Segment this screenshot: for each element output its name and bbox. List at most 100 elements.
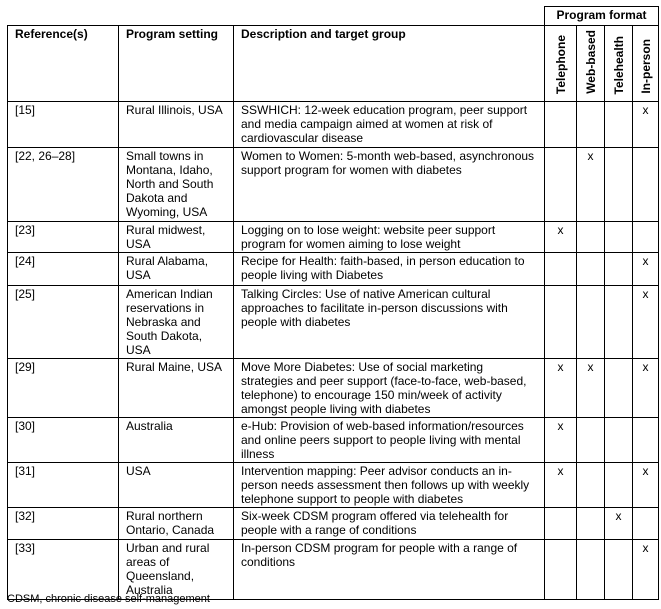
program-format-header: Program format	[544, 6, 659, 26]
reference-cell: [23]	[7, 221, 119, 253]
web-based-cell	[576, 462, 605, 508]
web-based-cell	[576, 252, 605, 286]
reference-cell: [15]	[7, 101, 119, 148]
reference-cell: [33]	[7, 539, 119, 600]
program-table: Program format Reference(s) Program sett…	[7, 6, 659, 600]
web-based-cell: x	[576, 358, 605, 418]
col-header-in-person: In-person	[632, 25, 659, 102]
description-cell: SSWHICH: 12-week education program, peer…	[233, 101, 545, 148]
format-mark: x	[557, 360, 564, 374]
in-person-cell: x	[632, 539, 659, 600]
setting-cell: American Indian reservations in Nebraska…	[118, 285, 234, 359]
setting-cell: Australia	[118, 417, 234, 463]
format-mark: x	[642, 103, 649, 117]
telephone-cell	[544, 101, 577, 148]
telehealth-cell	[604, 539, 633, 600]
reference-cell: [25]	[7, 285, 119, 359]
in-person-cell	[632, 507, 659, 540]
footnote: CDSM, chronic disease self-management	[7, 593, 210, 605]
setting-cell: Rural northern Ontario, Canada	[118, 507, 234, 540]
table-row: [24] Rural Alabama, USA Recipe for Health:…	[7, 252, 659, 286]
format-mark: x	[557, 464, 564, 478]
web-based-cell	[576, 285, 605, 359]
reference-cell: [30]	[7, 417, 119, 463]
format-mark: x	[642, 541, 649, 555]
reference-cell: [32]	[7, 507, 119, 540]
col-header-telephone: Telephone	[544, 25, 577, 102]
setting-cell: Small towns in Montana, Idaho, North and…	[118, 147, 234, 222]
format-mark: x	[642, 287, 649, 301]
in-person-cell	[632, 221, 659, 253]
reference-cell: [24]	[7, 252, 119, 286]
setting-cell: Urban and rural areas of Queensland, Aus…	[118, 539, 234, 600]
table-row: [15] Rural Illinois, USA SSWHICH: 12-week …	[7, 101, 659, 148]
telehealth-cell	[604, 358, 633, 418]
telephone-cell: x	[544, 462, 577, 508]
web-based-cell	[576, 101, 605, 148]
in-person-cell: x	[632, 462, 659, 508]
format-mark: x	[642, 464, 649, 478]
description-cell: Talking Circles: Use of native American …	[233, 285, 545, 359]
table-row: [23] Rural midwest, USA Logging on to lose…	[7, 221, 659, 253]
telehealth-cell	[604, 221, 633, 253]
in-person-cell: x	[632, 285, 659, 359]
web-based-cell	[576, 507, 605, 540]
description-cell: e-Hub: Provision of web-based informatio…	[233, 417, 545, 463]
format-mark: x	[642, 254, 649, 268]
telephone-cell	[544, 252, 577, 286]
web-based-cell	[576, 417, 605, 463]
web-based-cell	[576, 539, 605, 600]
table-row: [30] Australia e-Hub: Provision of web-bas…	[7, 417, 659, 463]
format-mark: x	[615, 509, 622, 523]
setting-cell: Rural Maine, USA	[118, 358, 234, 418]
format-mark: x	[642, 360, 649, 374]
telehealth-cell	[604, 417, 633, 463]
col-header-references: Reference(s)	[7, 25, 119, 102]
telehealth-cell	[604, 252, 633, 286]
description-cell: Recipe for Health: faith-based, in perso…	[233, 252, 545, 286]
description-cell: In-person CDSM program for people with a…	[233, 539, 545, 600]
in-person-cell	[632, 417, 659, 463]
telehealth-cell	[604, 101, 633, 148]
setting-cell: Rural Illinois, USA	[118, 101, 234, 148]
telephone-cell	[544, 285, 577, 359]
setting-cell: USA	[118, 462, 234, 508]
description-cell: Six-week CDSM program offered via telehe…	[233, 507, 545, 540]
telephone-cell	[544, 539, 577, 600]
telephone-cell: x	[544, 358, 577, 418]
telephone-cell	[544, 507, 577, 540]
telephone-cell: x	[544, 417, 577, 463]
setting-cell: Rural Alabama, USA	[118, 252, 234, 286]
col-header-web-based: Web-based	[576, 25, 605, 102]
in-person-cell: x	[632, 101, 659, 148]
table-row: [22, 26–28] Small towns in Montana, Idaho…	[7, 147, 659, 222]
format-mark: x	[557, 223, 564, 237]
telehealth-cell	[604, 147, 633, 222]
in-person-cell	[632, 147, 659, 222]
reference-cell: [31]	[7, 462, 119, 508]
web-based-cell: x	[576, 147, 605, 222]
col-header-description: Description and target group	[233, 25, 545, 102]
col-header-telehealth: Telehealth	[604, 25, 633, 102]
telehealth-cell: x	[604, 507, 633, 540]
description-cell: Logging on to lose weight: website peer …	[233, 221, 545, 253]
format-mark: x	[557, 419, 564, 433]
telephone-cell: x	[544, 221, 577, 253]
in-person-cell: x	[632, 358, 659, 418]
table-row: [33] Urban and rural areas of Queensland,…	[7, 539, 659, 600]
format-mark: x	[587, 149, 594, 163]
reference-cell: [22, 26–28]	[7, 147, 119, 222]
in-person-cell: x	[632, 252, 659, 286]
telehealth-cell	[604, 285, 633, 359]
format-mark: x	[587, 360, 594, 374]
col-header-setting: Program setting	[118, 25, 234, 102]
table-row: [31] USA Intervention mapping: Peer adviso…	[7, 462, 659, 508]
reference-cell: [29]	[7, 358, 119, 418]
table-row: [29] Rural Maine, USA Move More Diabetes: …	[7, 358, 659, 418]
web-based-cell	[576, 221, 605, 253]
table-row: [32] Rural northern Ontario, Canada Six-we…	[7, 507, 659, 540]
description-cell: Intervention mapping: Peer advisor condu…	[233, 462, 545, 508]
telehealth-cell	[604, 462, 633, 508]
setting-cell: Rural midwest, USA	[118, 221, 234, 253]
telephone-cell	[544, 147, 577, 222]
